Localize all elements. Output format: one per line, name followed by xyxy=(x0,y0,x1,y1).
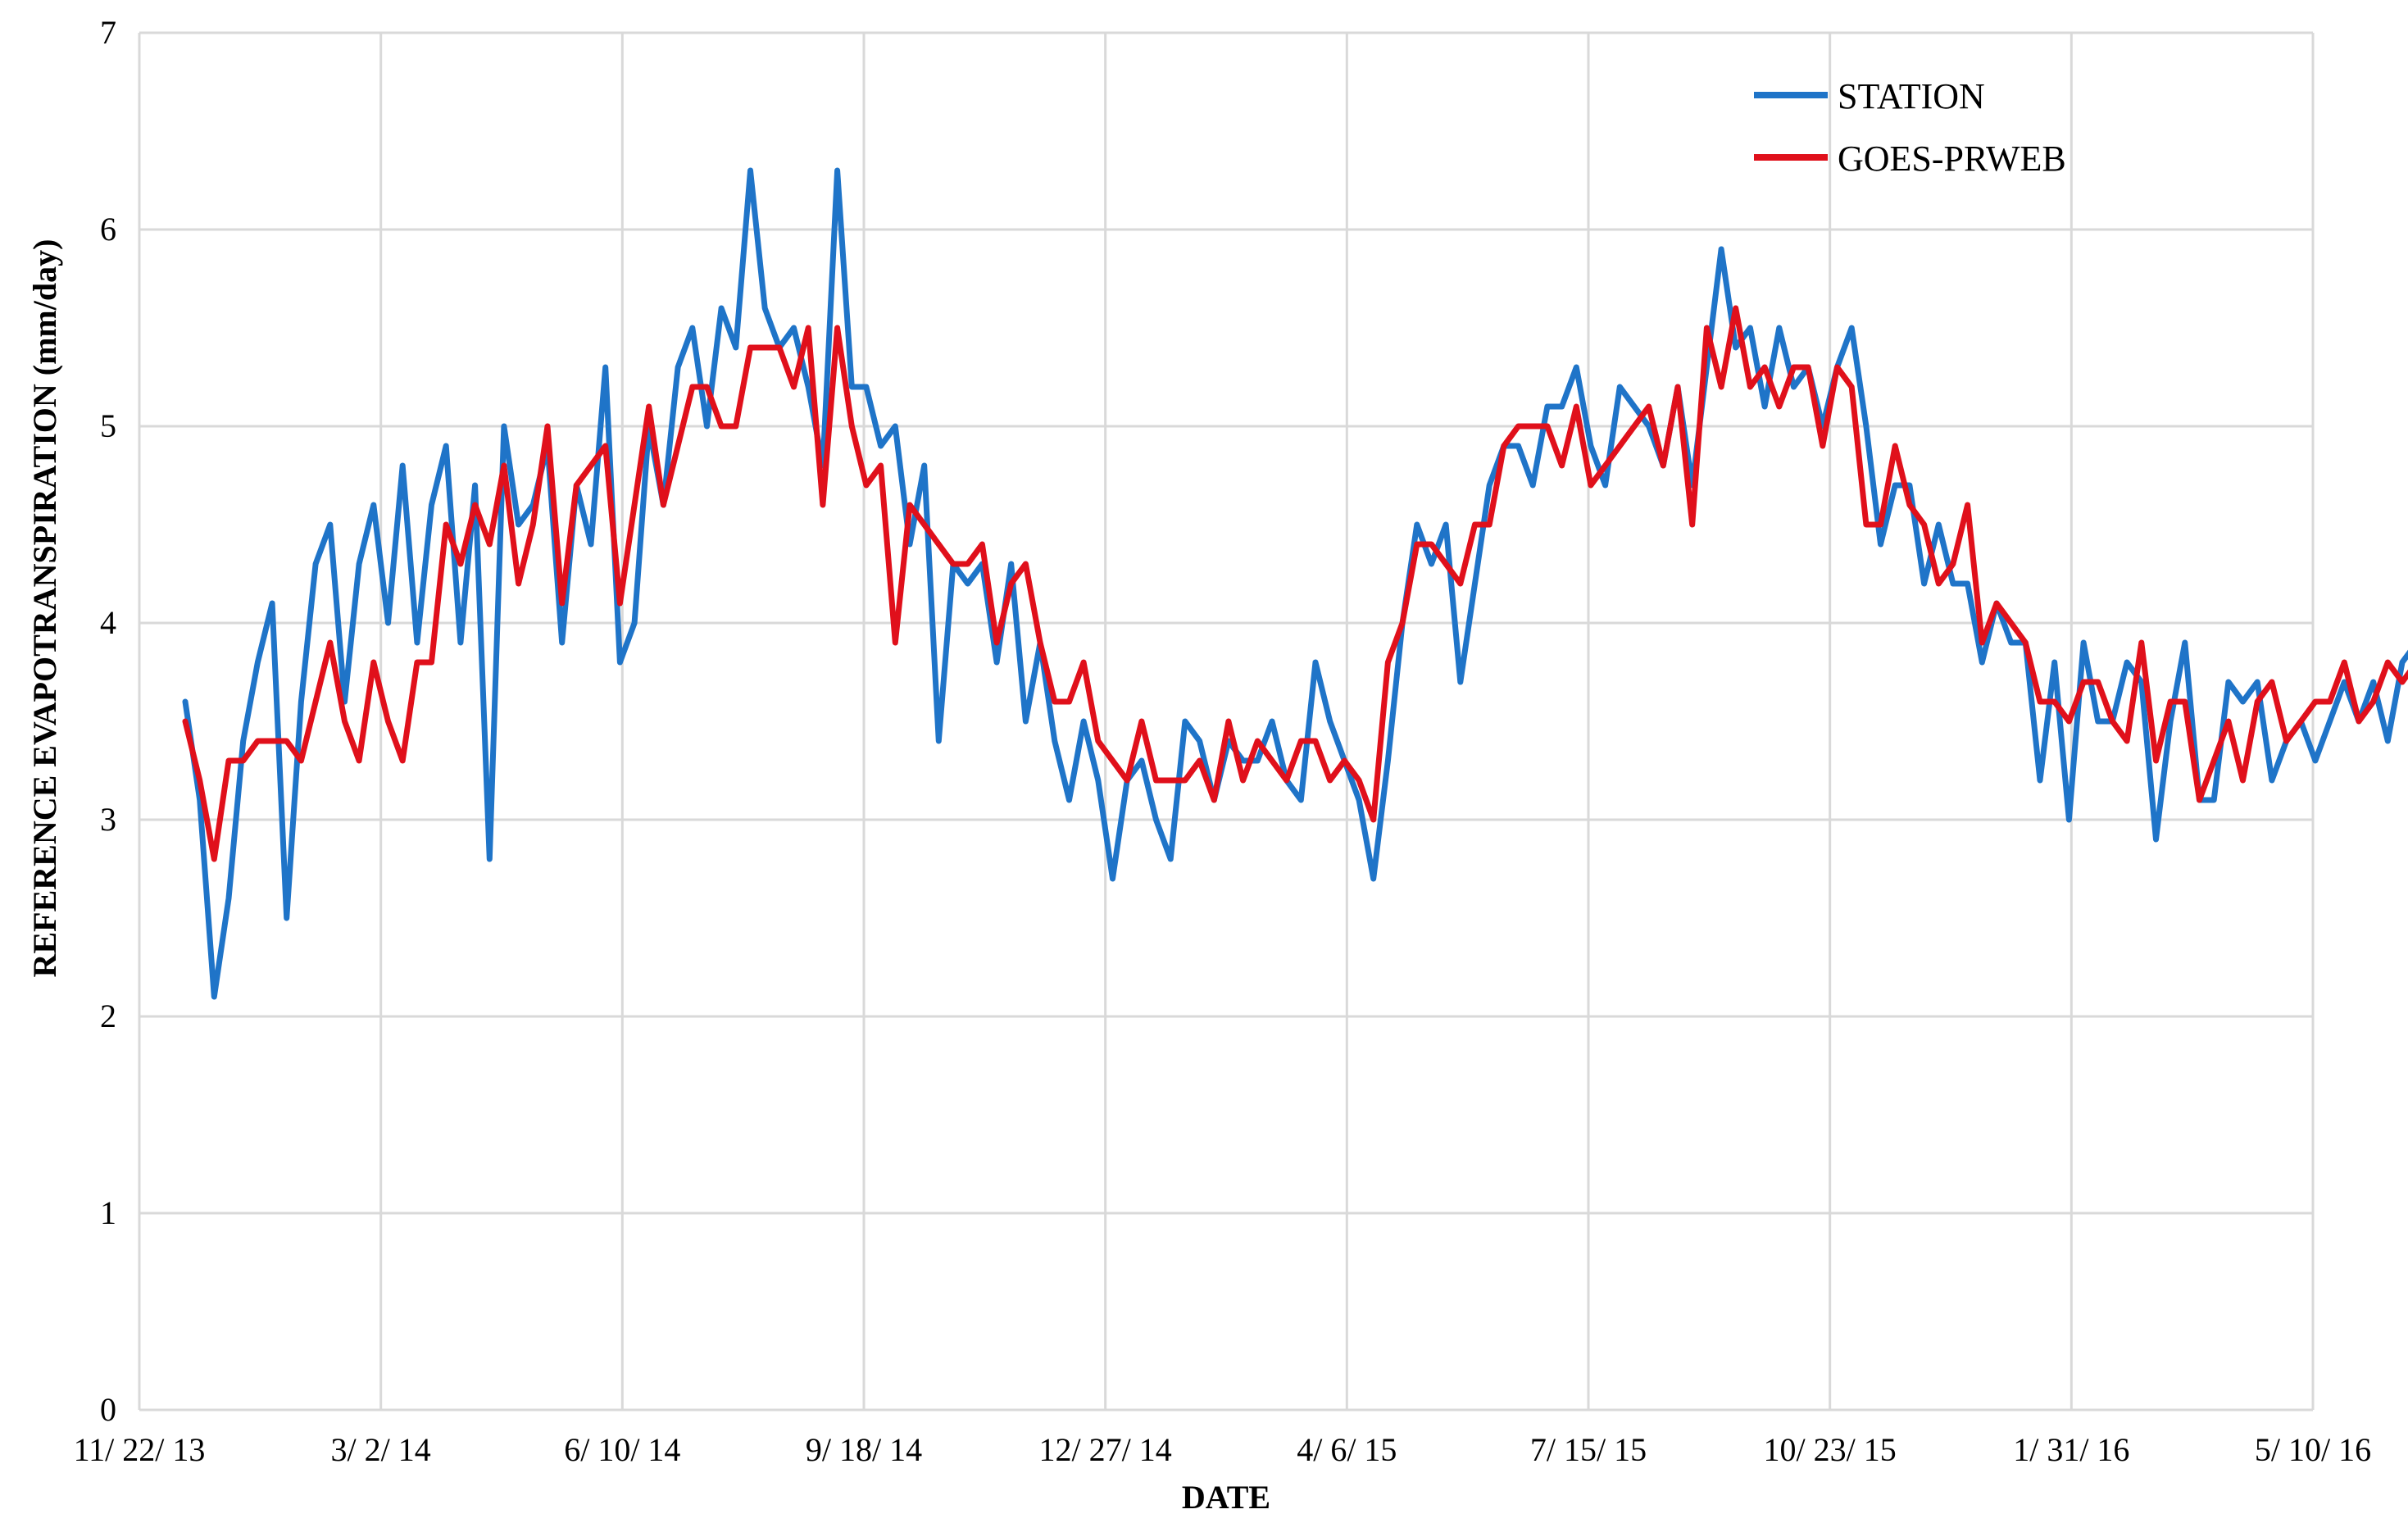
y-tick-label: 3 xyxy=(100,801,116,838)
legend-label-goes-prweb: GOES-PRWEB xyxy=(1838,139,2066,179)
y-axis-ticks: 0 1 2 3 4 5 6 7 xyxy=(100,14,116,1428)
y-tick-label: 5 xyxy=(100,407,116,444)
x-axis-title: DATE xyxy=(1182,1479,1270,1516)
y-tick-label: 4 xyxy=(100,604,116,641)
x-tick-label: 6/ 10/ 14 xyxy=(564,1431,680,1468)
y-tick-label: 7 xyxy=(100,14,116,51)
x-tick-label: 3/ 2/ 14 xyxy=(331,1431,431,1468)
x-axis-ticks: 11/ 22/ 13 3/ 2/ 14 6/ 10/ 14 9/ 18/ 14 12/ … xyxy=(74,1431,2371,1468)
x-tick-label: 11/ 22/ 13 xyxy=(74,1431,206,1468)
x-tick-label: 7/ 15/ 15 xyxy=(1530,1431,1647,1468)
x-tick-label: 1/ 31/ 16 xyxy=(2013,1431,2129,1468)
y-tick-label: 0 xyxy=(100,1391,116,1428)
y-tick-label: 1 xyxy=(100,1194,116,1231)
x-tick-label: 12/ 27/ 14 xyxy=(1039,1431,1172,1468)
x-tick-label: 9/ 18/ 14 xyxy=(806,1431,922,1468)
x-tick-label: 5/ 10/ 16 xyxy=(2255,1431,2371,1468)
y-tick-label: 2 xyxy=(100,998,116,1034)
series-line-goes-prweb xyxy=(182,305,2408,862)
y-tick-label: 6 xyxy=(100,211,116,248)
series-layer xyxy=(182,167,2408,1000)
y-axis-title: REFERENCE EVAPOTRANSPIRATION (mm/day) xyxy=(26,239,63,978)
x-tick-label: 4/ 6/ 15 xyxy=(1297,1431,1397,1468)
legend: STATION GOES-PRWEB xyxy=(1754,76,2066,179)
legend-label-station: STATION xyxy=(1838,76,1985,116)
x-tick-label: 10/ 23/ 15 xyxy=(1764,1431,1897,1468)
